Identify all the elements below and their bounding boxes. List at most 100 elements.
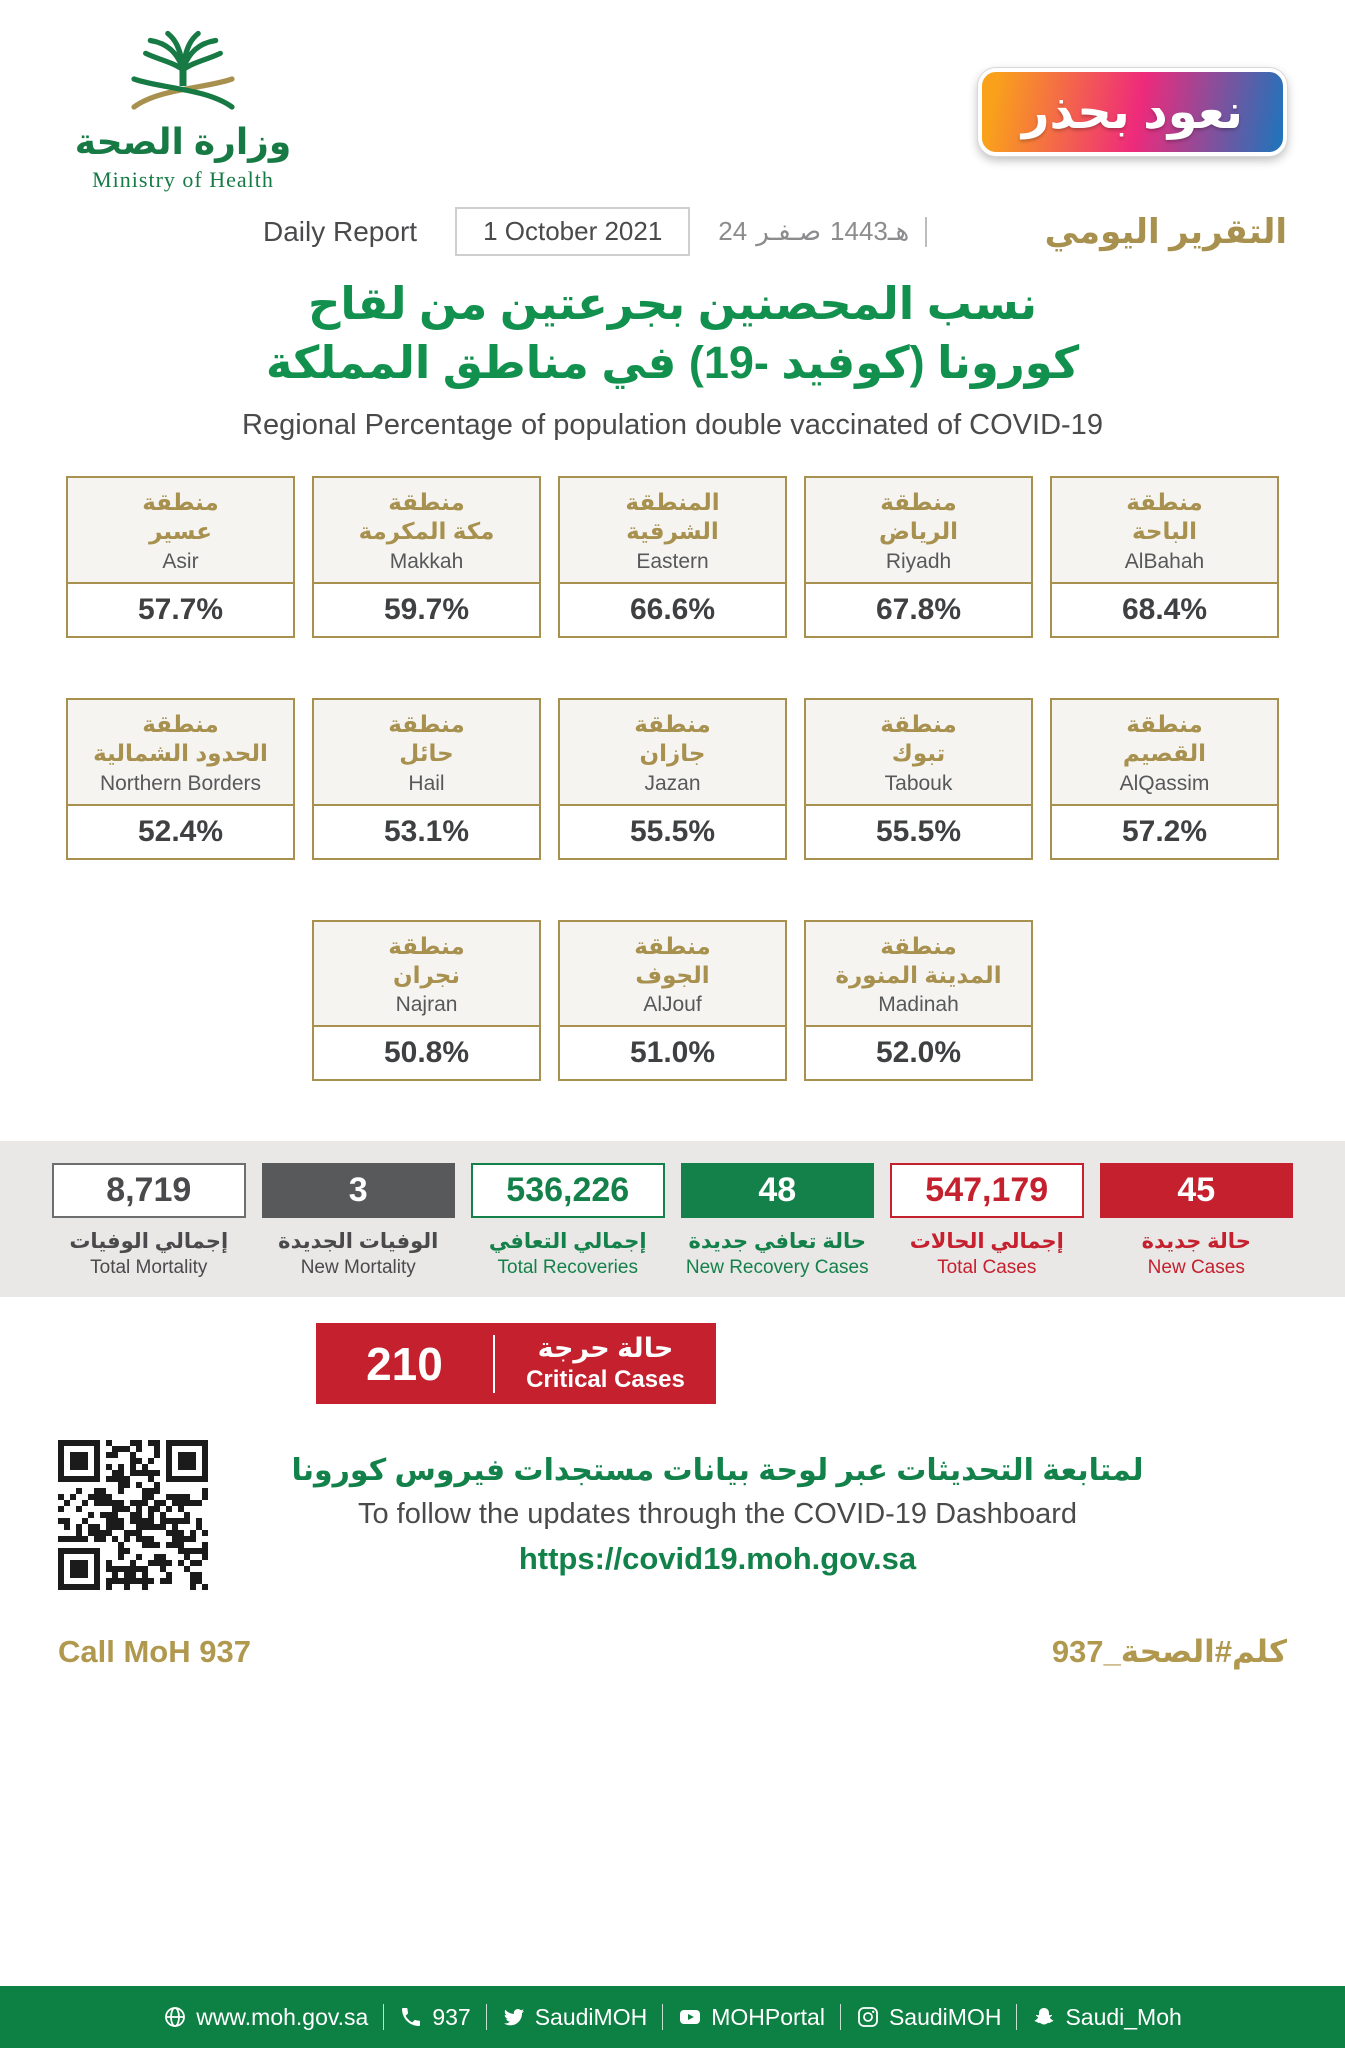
region-name-ar-line1: منطقة — [634, 932, 711, 959]
hijri-year: 1443هـ — [830, 216, 910, 246]
region-card-northern-borders: منطقة الحدود الشمالية Northern Borders 5… — [66, 697, 295, 860]
stat-total-recoveries: 536,226 إجمالي التعافي Total Recoveries — [471, 1163, 665, 1279]
header: وزارة الصحة Ministry of Health نعود بحذر — [0, 0, 1345, 193]
region-name-ar-line2: الباحة — [1131, 518, 1198, 545]
region-name-ar-line1: منطقة — [388, 932, 465, 959]
total-recoveries-label-ar: إجمالي التعافي — [488, 1230, 647, 1254]
dashboard-section: لمتابعة التحديثات عبر لوحة بيانات مستجدا… — [0, 1440, 1345, 1591]
dashboard-url-link[interactable]: https://covid19.moh.gov.sa — [518, 1541, 917, 1577]
region-name-ar-line2: مكة المكرمة — [358, 518, 495, 545]
region-name-ar-line2: الحدود الشمالية — [93, 740, 268, 767]
region-card-aljouf: منطقة الجوف AlJouf 51.0% — [558, 919, 787, 1082]
separator — [492, 1334, 495, 1393]
social-link-snapchat[interactable]: Saudi_Moh — [1017, 2004, 1196, 2031]
region-name-en: AlBahah — [1124, 549, 1205, 573]
region-card-eastern: المنطقة الشرقية Eastern 66.6% — [558, 475, 787, 638]
region-vaccination-percentage: 55.5% — [806, 803, 1031, 858]
instagram-icon — [856, 2005, 880, 2029]
region-name-ar-line2: تبوك — [891, 740, 946, 767]
report-date-bar: Daily Report 1 October 2021 24 صـفـر 144… — [0, 207, 1345, 256]
new-recovery-cases-label-en: New Recovery Cases — [685, 1257, 869, 1279]
region-card-albahah: منطقة الباحة AlBahah 68.4% — [1050, 475, 1279, 638]
region-name-ar-line2: الرياض — [878, 518, 959, 545]
total-recoveries-label-en: Total Recoveries — [497, 1257, 638, 1279]
badge-text: نعود بحذر — [1021, 86, 1243, 139]
new-mortality-label-ar: الوفيات الجديدة — [278, 1230, 439, 1254]
total-mortality-value: 8,719 — [52, 1163, 246, 1219]
region-name-en: Tabouk — [884, 771, 953, 795]
region-name-en: Riyadh — [885, 549, 952, 573]
stat-new-cases: 45 حالة جديدة New Cases — [1099, 1163, 1293, 1279]
social-label: MOHPortal — [711, 2003, 825, 2030]
twitter-icon — [502, 2005, 526, 2029]
region-card-riyadh: منطقة الرياض Riyadh 67.8% — [804, 475, 1033, 638]
snapchat-icon — [1032, 2005, 1056, 2029]
region-name-ar-line2: جازان — [639, 740, 706, 767]
social-link-website[interactable]: www.moh.gov.sa — [148, 2004, 383, 2031]
separator — [839, 2004, 841, 2030]
region-name-ar-line2: المدينة المنورة — [835, 961, 1002, 988]
region-name-en: Northern Borders — [99, 771, 262, 795]
palm-swords-emblem-icon — [113, 30, 253, 118]
critical-cases-label-en: Critical Cases — [526, 1366, 685, 1394]
region-vaccination-percentage: 55.5% — [560, 803, 785, 858]
total-mortality-label-en: Total Mortality — [90, 1257, 208, 1279]
social-link-twitter[interactable]: SaudiMOH — [487, 2004, 662, 2031]
stat-total-mortality: 8,719 إجمالي الوفيات Total Mortality — [52, 1163, 246, 1279]
logo-name-english: Ministry of Health — [92, 167, 274, 192]
region-row-1: منطقة عسير Asir 57.7% منطقة مكة المكرمة … — [0, 475, 1345, 638]
separator — [383, 2004, 385, 2030]
region-vaccination-percentage: 52.0% — [806, 1025, 1031, 1080]
critical-cases-value: 210 — [366, 1337, 443, 1390]
region-vaccination-percentage: 50.8% — [314, 1025, 539, 1080]
region-name-en: Hail — [408, 771, 445, 795]
logo-name-arabic: وزارة الصحة — [74, 121, 292, 162]
region-name-ar-line2: الشرقية — [626, 518, 719, 545]
new-mortality-value: 3 — [261, 1163, 455, 1219]
new-recovery-cases-label-ar: حالة تعافي جديدة — [688, 1230, 867, 1254]
separator — [485, 2004, 487, 2030]
call-moh-footer: Call MoH 937 كلم#الصحة_937 — [0, 1634, 1345, 1670]
region-vaccination-percentage: 53.1% — [314, 803, 539, 858]
social-label: www.moh.gov.sa — [196, 2003, 369, 2030]
region-vaccination-percentage: 67.8% — [806, 581, 1031, 636]
region-vaccination-percentage: 59.7% — [314, 581, 539, 636]
region-name-ar-line1: المنطقة — [625, 488, 720, 515]
region-name-en: Asir — [162, 549, 199, 573]
region-name-ar-line2: حائل — [399, 740, 454, 767]
region-card-madinah: منطقة المدينة المنورة Madinah 52.0% — [804, 919, 1033, 1082]
region-card-jazan: منطقة جازان Jazan 55.5% — [558, 697, 787, 860]
region-name-ar-line2: القصيم — [1122, 740, 1207, 767]
total-cases-label-ar: إجمالي الحالات — [909, 1230, 1064, 1254]
region-name-ar-line1: منطقة — [1126, 710, 1203, 737]
hijri-date: 24 صـفـر 1443هـ — [718, 216, 909, 247]
dashboard-text-ar: لمتابعة التحديثات عبر لوحة بيانات مستجدا… — [291, 1454, 1144, 1488]
moh-logo: وزارة الصحة Ministry of Health — [58, 30, 308, 193]
social-link-mohportal[interactable]: MOHPortal — [663, 2004, 840, 2031]
total-mortality-label-ar: إجمالي الوفيات — [69, 1230, 229, 1254]
total-cases-label-en: Total Cases — [937, 1257, 1037, 1279]
social-label: 937 — [432, 2003, 471, 2030]
region-name-en: Jazan — [644, 771, 701, 795]
total-recoveries-value: 536,226 — [471, 1163, 665, 1219]
social-link-instagram[interactable]: SaudiMOH — [841, 2004, 1016, 2031]
youtube-icon — [678, 2005, 702, 2029]
region-vaccination-percentage: 66.6% — [560, 581, 785, 636]
call-moh-arabic-hashtag: كلم#الصحة_937 — [1051, 1634, 1287, 1670]
daily-report-label-en: Daily Report — [263, 215, 418, 247]
region-name-ar-line1: منطقة — [388, 488, 465, 515]
region-name-en: AlJouf — [643, 993, 702, 1017]
region-card-makkah: منطقة مكة المكرمة Makkah 59.7% — [312, 475, 541, 638]
main-title-arabic: نسب المحصنين بجرعتين من لقاح كورونا (كوف… — [0, 274, 1345, 393]
region-vaccination-percentage: 68.4% — [1052, 581, 1277, 636]
region-name-ar-line1: منطقة — [880, 710, 957, 737]
region-name-ar-line2: نجران — [392, 961, 461, 988]
separator — [925, 216, 928, 247]
region-name-ar-line1: منطقة — [634, 710, 711, 737]
social-link-phone[interactable]: 937 — [384, 2004, 485, 2031]
region-card-hail: منطقة حائل Hail 53.1% — [312, 697, 541, 860]
social-label: SaudiMOH — [534, 2003, 648, 2030]
return-with-caution-badge: نعود بحذر — [976, 67, 1289, 157]
region-name-ar-line2: عسير — [149, 518, 212, 545]
